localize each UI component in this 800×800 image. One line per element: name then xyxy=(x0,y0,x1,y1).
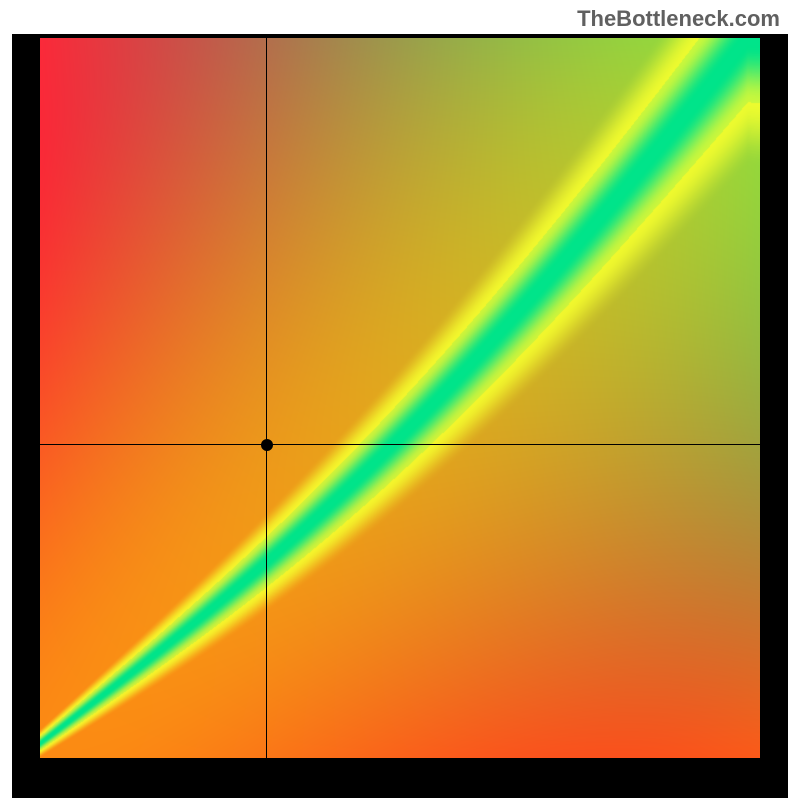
border-right xyxy=(760,34,788,798)
crosshair-vertical xyxy=(266,38,267,758)
border-left xyxy=(12,34,40,798)
heatmap-canvas xyxy=(40,38,760,758)
crosshair-horizontal xyxy=(40,444,760,445)
chart-frame: TheBottleneck.com xyxy=(0,0,800,800)
watermark-text: TheBottleneck.com xyxy=(577,6,780,32)
border-bottom xyxy=(12,758,788,798)
marker-dot xyxy=(261,439,273,451)
